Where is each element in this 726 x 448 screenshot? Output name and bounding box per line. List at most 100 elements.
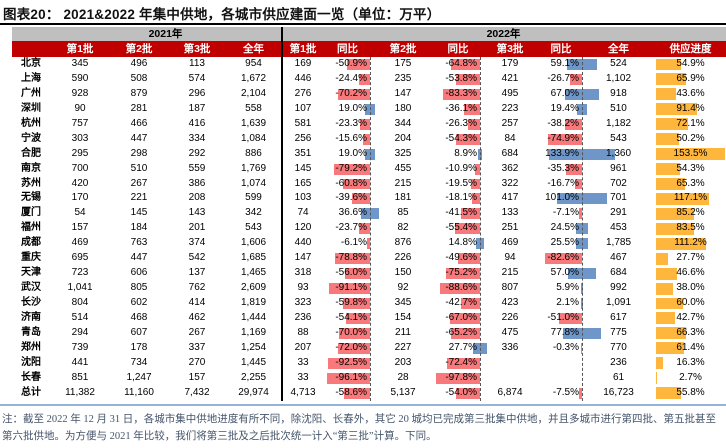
yoy-value: -41.5%: [445, 207, 477, 219]
cell-value: 469: [71, 237, 89, 249]
cell-value: 992: [610, 282, 627, 294]
cell-yoy: -55.4%: [436, 221, 480, 236]
cell-value: 226: [394, 252, 412, 264]
cell-yoy: -41.5%: [436, 206, 480, 221]
progress-bar: [656, 387, 682, 400]
column-header: 第2批: [389, 43, 417, 55]
yoy-bar: [367, 238, 370, 250]
cell-value: 495: [501, 87, 519, 99]
cell-value: 169: [294, 58, 312, 69]
cell-value: 1,041: [67, 282, 93, 294]
progress-value: 42.7%: [676, 311, 705, 323]
cell-value: 475: [501, 326, 519, 338]
year-header-2021: 2021年: [12, 27, 281, 41]
cell-value: 466: [130, 117, 148, 129]
cell-value: 296: [188, 87, 206, 99]
cell-yoy: 19.0%: [325, 102, 375, 117]
cell-city: 南京: [21, 162, 41, 174]
yoy-value: -23.3%: [335, 117, 367, 129]
yoy-bar: [455, 223, 480, 235]
cell-value: 344: [394, 117, 412, 129]
cell-yoy: -10.9%: [436, 162, 480, 177]
yoy-value: 14.8%: [448, 237, 477, 249]
cell-progress: 50.2%: [655, 132, 726, 147]
cell-yoy: -56.0%: [325, 266, 370, 281]
table-row: 杭州 757 466 416 1,639 581 -23.3% 344 -26.3% 257 -38…: [12, 117, 726, 132]
yoy-axis-line-1: [370, 57, 371, 401]
progress-value: 60.0%: [676, 297, 705, 308]
yoy-value: 5.9%: [556, 282, 579, 294]
cell-value: 805: [130, 282, 148, 294]
column-header: 全年: [608, 43, 629, 55]
cell-city: 沈阳: [21, 356, 41, 368]
cell-value: 775: [610, 326, 627, 338]
cell-value: 298: [130, 147, 148, 159]
progress-value: 111.2%: [674, 237, 707, 249]
table-row: 济南 514 468 462 1,444 236 -54.1% 154 -67.0% 226 -51…: [12, 311, 726, 326]
cell-value: 1,465: [240, 267, 267, 279]
cell-value: 215: [394, 177, 412, 189]
year-header-2022: 2022年: [281, 27, 726, 41]
cell-value: 1,254: [240, 341, 267, 353]
cell-progress: 46.6%: [655, 266, 726, 281]
table-body: 北京 345 496 113 954 169 -50.9% 175 -64.8% 179 59.1%…: [12, 57, 726, 401]
yoy-bar: [343, 298, 370, 309]
cell-value: 113: [189, 58, 205, 69]
cell-value: 208: [188, 192, 206, 204]
cell-value: 807: [501, 282, 519, 294]
cell-yoy: -51.0%: [540, 311, 582, 326]
progress-value: 117.1%: [673, 192, 708, 204]
cell-value: 2,104: [240, 87, 267, 99]
yoy-bar: [457, 253, 480, 265]
cell-progress: 85.2%: [655, 206, 726, 221]
yoy-value: 67.0%: [550, 87, 579, 99]
table-row: 上海 590 508 574 1,672 446 -24.4% 235 -53.8% 421 -26…: [12, 72, 726, 87]
cell-yoy: -60.8%: [325, 177, 370, 192]
cell-value: 2,255: [240, 371, 267, 383]
cell-value: 886: [245, 147, 262, 159]
cell-yoy: 14.8%: [436, 236, 484, 251]
progress-value: 85.2%: [676, 207, 705, 219]
cell-value: 420: [71, 177, 89, 189]
cell-city: 郑州: [21, 341, 41, 353]
table-row: 合肥 295 298 292 886 351 19.0% 325 8.9% 684 133.9% 1,…: [12, 147, 726, 162]
cell-value: 276: [294, 87, 312, 99]
yoy-bar: [548, 133, 582, 145]
cell-progress: 43.6%: [655, 87, 726, 102]
table-row: 无锡 170 221 208 599 103 -39.6% 181 -18.1% 417 101.0…: [12, 191, 726, 206]
table-row: 武汉 1,041 805 762 2,609 93 -91.1% 92 -88.6% 807 5.9…: [12, 281, 726, 296]
cell-yoy: -59.8%: [325, 296, 370, 311]
yoy-bar: [455, 387, 480, 399]
cell-value: 223: [501, 102, 519, 114]
yoy-value: 59.1%: [550, 58, 579, 69]
cell-value: 581: [294, 117, 312, 129]
cell-yoy: 5.9%: [540, 281, 584, 296]
cell-value: 918: [610, 87, 627, 99]
yoy-bar: [338, 327, 370, 339]
yoy-bar: [476, 238, 484, 250]
cell-yoy: -36.1%: [436, 102, 480, 117]
progress-value: 65.9%: [676, 72, 705, 84]
yoy-value: -26.3%: [445, 117, 477, 129]
table-row: 长沙 804 602 414 1,819 323 -59.8% 345 -42.7% 423 2.1…: [12, 296, 726, 311]
yoy-axis-line-3: [582, 57, 583, 401]
column-header: 供应进度: [669, 43, 712, 55]
cell-value: 417: [501, 192, 519, 204]
cell-value: 851: [71, 371, 89, 383]
cell-value: 82: [397, 222, 409, 234]
cell-yoy: -72.0%: [325, 341, 370, 356]
progress-bar: [656, 267, 677, 280]
yoy-bar: [334, 163, 370, 175]
column-header: 第3批: [496, 43, 524, 55]
cell-value: 763: [130, 237, 148, 249]
yoy-value: 24.5%: [550, 222, 579, 234]
cell-yoy: -54.3%: [436, 132, 480, 147]
yoy-bar: [580, 342, 582, 354]
yoy-bar: [442, 88, 480, 100]
cell-value: 453: [610, 222, 627, 234]
cell-yoy: 24.5%: [540, 221, 589, 236]
progress-bar: [656, 88, 676, 101]
cell-value: 514: [71, 311, 89, 323]
cell-yoy: 57.0%: [540, 266, 597, 281]
